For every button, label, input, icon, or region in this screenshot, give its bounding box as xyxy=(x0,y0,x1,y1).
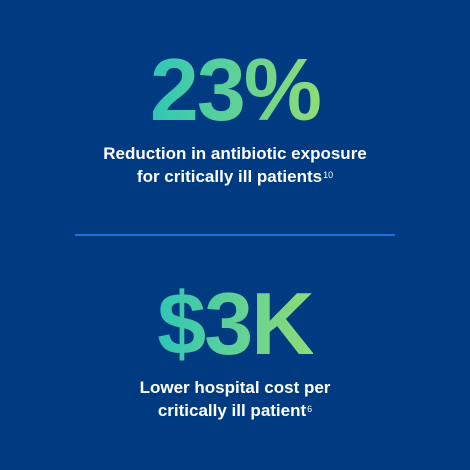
stat-caption-line2: for critically ill patients xyxy=(136,167,323,186)
footnote-marker: 6 xyxy=(307,404,313,414)
stat-caption-line1: Lower hospital cost per xyxy=(139,378,331,397)
stat-caption: Reduction in antibiotic exposure for cri… xyxy=(0,142,470,188)
stat-value: $3K xyxy=(157,274,314,373)
divider xyxy=(75,234,395,236)
stat-caption: Lower hospital cost per critically ill p… xyxy=(0,376,470,422)
stat-hospital-cost: $3K Lower hospital cost per critically i… xyxy=(0,278,470,422)
stat-antibiotic-reduction: 23% Reduction in antibiotic exposure for… xyxy=(0,44,470,188)
stat-caption-line2: critically ill patient xyxy=(157,401,307,420)
stat-caption-line1: Reduction in antibiotic exposure xyxy=(103,144,367,163)
stat-value: 23% xyxy=(149,40,322,139)
footnote-marker: 10 xyxy=(323,170,334,180)
